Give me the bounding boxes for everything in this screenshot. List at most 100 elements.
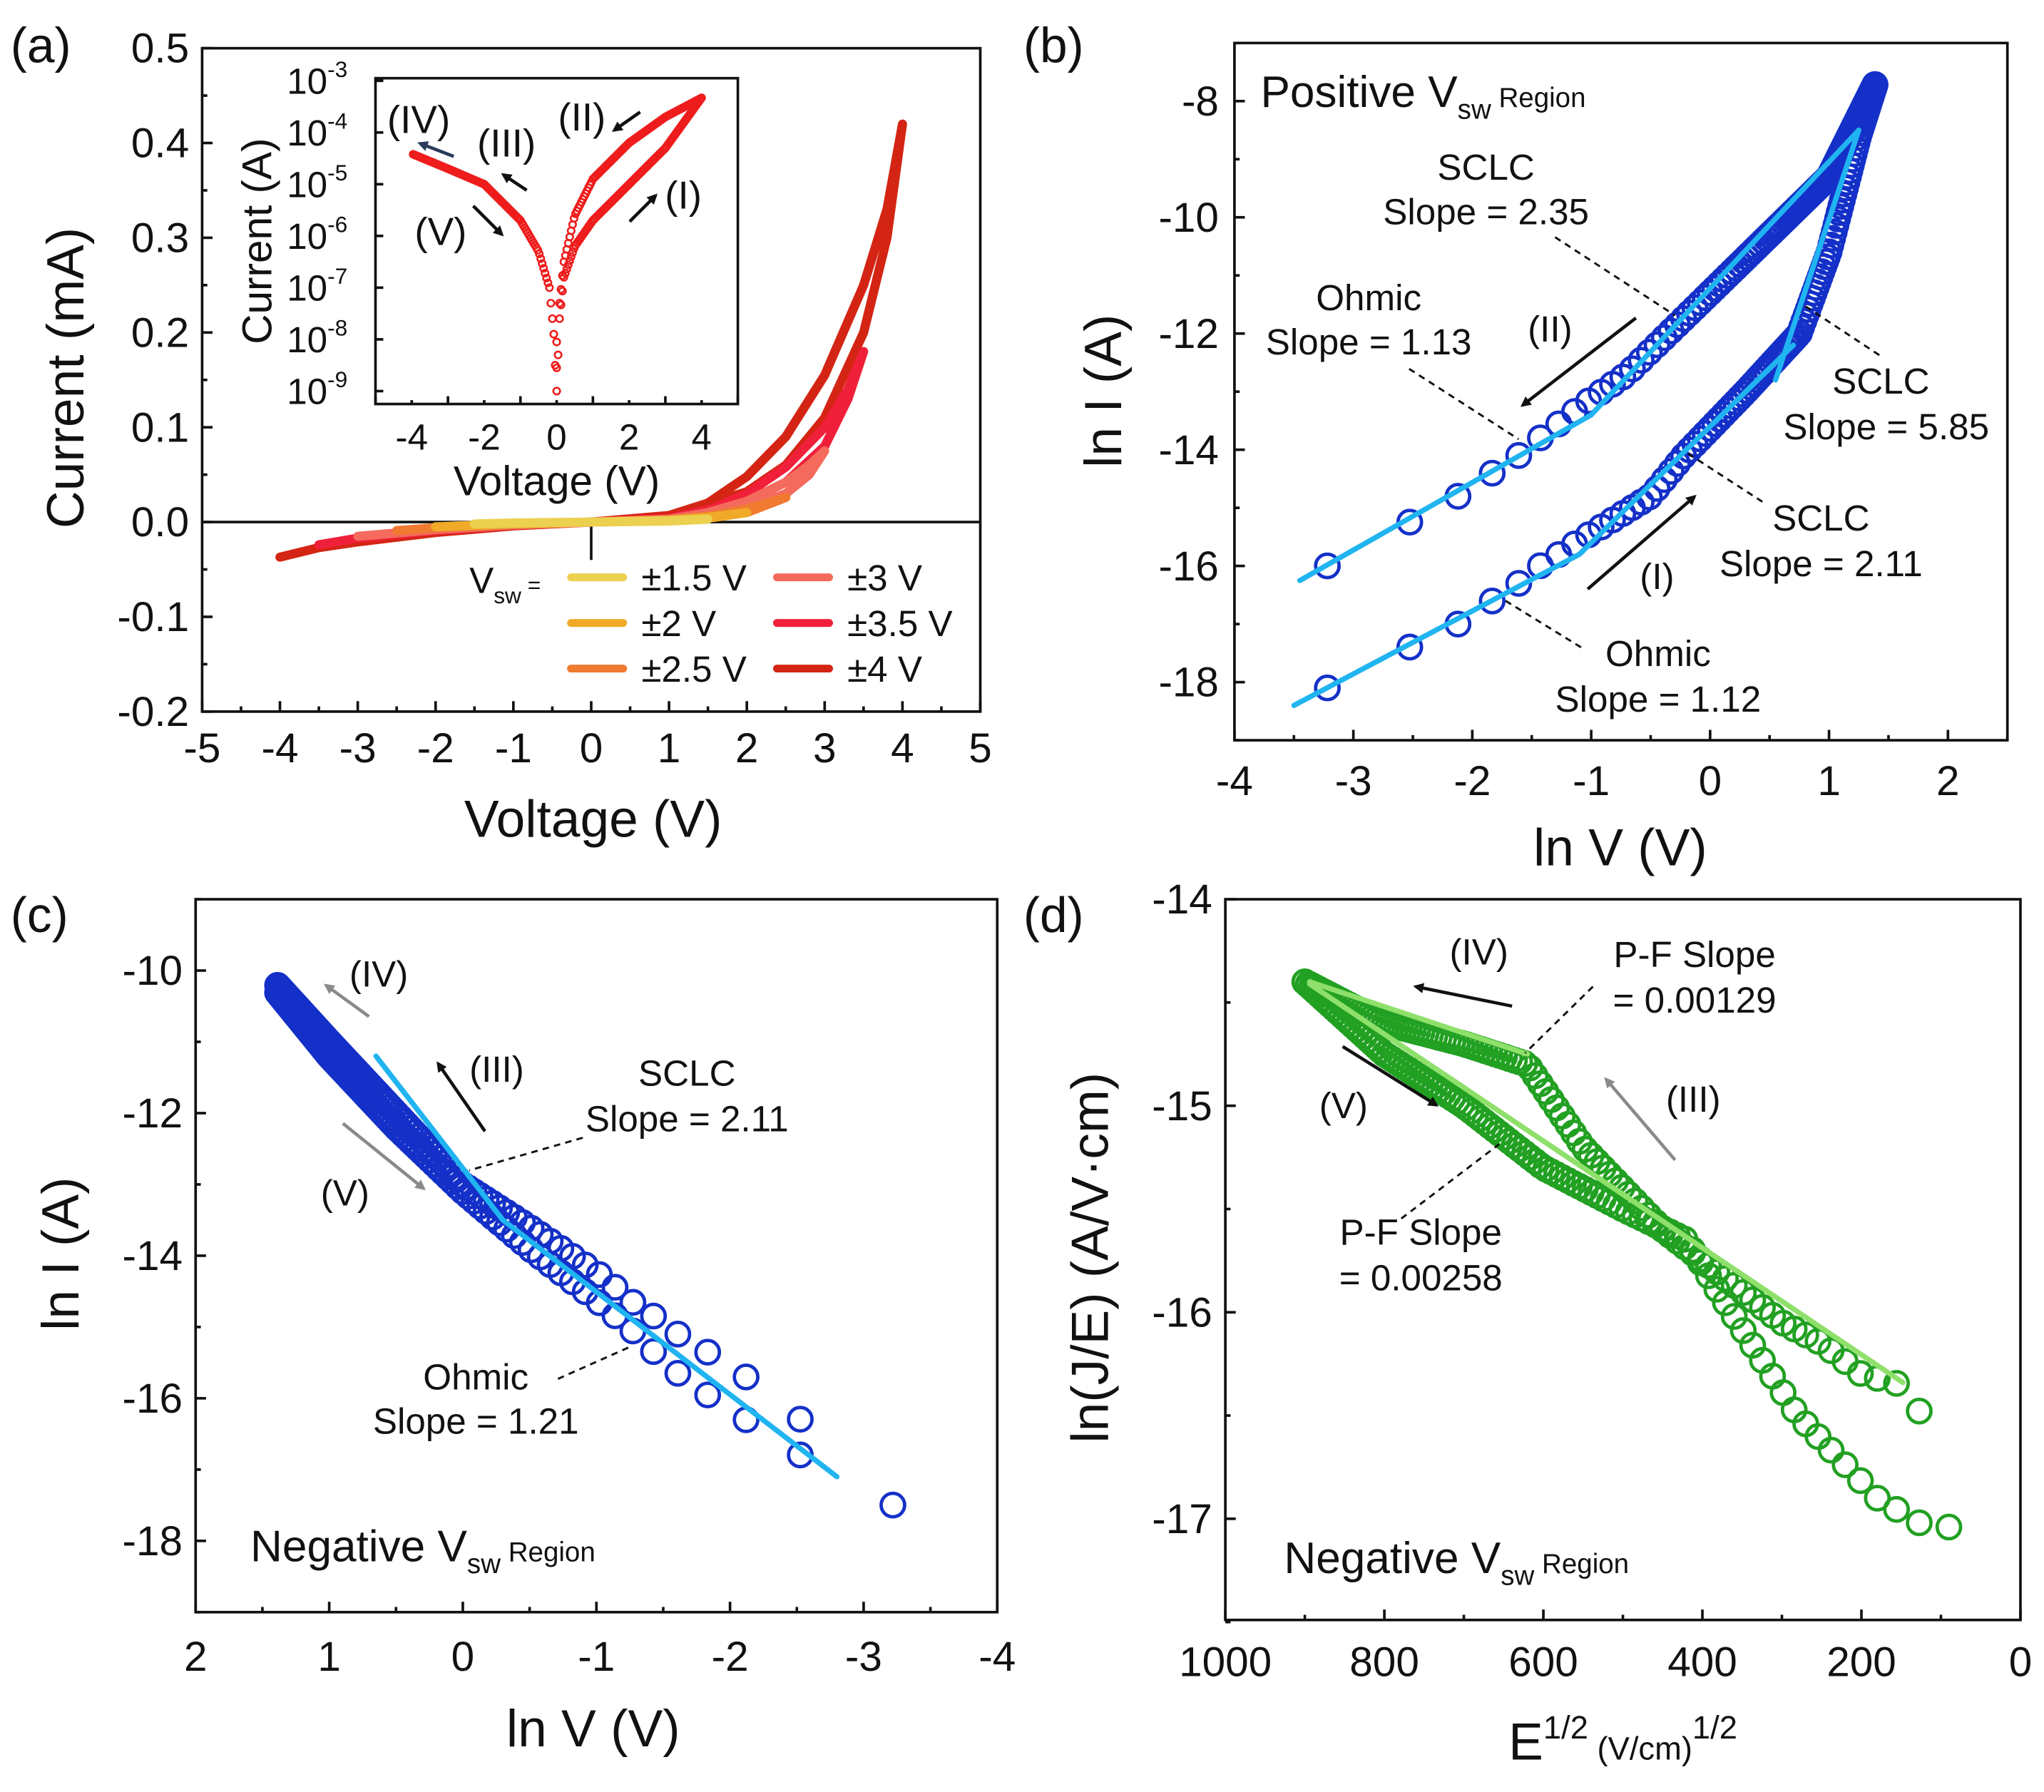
inset-data-point — [559, 272, 568, 282]
fit-line — [1297, 412, 1594, 583]
x-axis-label: ln V (V) — [1533, 819, 1707, 877]
fit-label: SCLC — [1832, 361, 1929, 401]
fit-line — [1291, 551, 1583, 708]
inset-data-point — [549, 329, 558, 339]
data-point — [1478, 588, 1506, 615]
leader-line — [1505, 600, 1585, 650]
data-point — [694, 1338, 722, 1366]
y-tick-label: -0.1 — [117, 594, 189, 640]
text-part: (V/cm) — [1588, 1730, 1692, 1766]
arrow-V — [342, 1122, 426, 1191]
annotation-I: (I) — [1640, 556, 1674, 597]
arrow-III — [501, 173, 528, 192]
text-part: 10 — [287, 372, 327, 412]
text-part: V — [469, 560, 494, 601]
arrow-IV — [1413, 983, 1513, 1008]
fit-line — [1307, 981, 1906, 1386]
text-part: Negative V — [250, 1522, 467, 1572]
fit-slope: Slope = 2.11 — [1719, 543, 1923, 584]
inset-data-point — [559, 257, 568, 267]
data-point — [1635, 339, 1663, 366]
x-tick-label: -2 — [417, 725, 454, 772]
inset-x-axis-label: Voltage (V) — [454, 459, 660, 505]
y-axis-label: ln(J/E) (A/V·cm) — [1062, 1072, 1120, 1443]
leader-line — [1400, 1143, 1500, 1220]
iv-curve-1.5V — [469, 514, 712, 529]
plot-frame — [194, 898, 999, 1614]
data-point — [1478, 459, 1506, 487]
fit-line — [373, 1053, 506, 1223]
arrow-IV — [417, 141, 454, 158]
inset-data-point — [538, 259, 547, 268]
y-tick-label: -18 — [122, 1518, 183, 1565]
x-tick-label: -4 — [1216, 758, 1253, 804]
annotation-III: (III) — [469, 1049, 524, 1090]
fit-line — [1588, 127, 1861, 418]
inset-data-point — [552, 386, 561, 396]
data-point — [1703, 1276, 1731, 1303]
text-part: 10 — [287, 61, 327, 102]
x-tick-label: -1 — [1573, 758, 1610, 804]
data-point — [1846, 1467, 1874, 1495]
region-title: Negative Vsw Region — [250, 1522, 596, 1579]
text-part: 1/2 — [1692, 1709, 1737, 1746]
x-tick-label: 800 — [1349, 1639, 1419, 1685]
x-tick-label: 1 — [1817, 758, 1841, 804]
data-point — [694, 1381, 722, 1409]
data-point — [1643, 331, 1671, 359]
text-part: -3 — [327, 56, 347, 82]
fit-slope: Slope = 1.13 — [1266, 322, 1472, 362]
panel-label: (b) — [1023, 18, 1084, 73]
inset-data-point — [562, 265, 571, 274]
data-point — [1712, 1289, 1739, 1316]
data-point — [1739, 1331, 1767, 1359]
inset-data-point — [541, 269, 550, 278]
text-part: -8 — [327, 314, 347, 340]
x-tick-label: -1 — [578, 1634, 615, 1680]
text-part: Negative V — [1284, 1534, 1501, 1583]
data-point — [1846, 1360, 1874, 1387]
x-axis-label: ln V (V) — [506, 1700, 680, 1758]
data-point — [664, 1320, 692, 1348]
fit-line — [1576, 342, 1797, 558]
inset-x-tick-label: -2 — [468, 417, 501, 458]
arrow-II — [611, 111, 641, 132]
x-tick-label: -1 — [495, 725, 532, 772]
fit-slope: Slope = 1.12 — [1555, 679, 1762, 720]
text-part: E — [1508, 1713, 1543, 1771]
text-part: Region — [1534, 1549, 1629, 1579]
y-tick-label: 0.2 — [131, 309, 189, 356]
inset-data-point — [558, 287, 567, 296]
x-tick-label: 200 — [1826, 1639, 1896, 1685]
data-point — [1505, 570, 1533, 597]
x-tick-label: -3 — [339, 725, 377, 772]
text-part: -9 — [327, 367, 347, 392]
text-part: 10 — [287, 319, 327, 360]
fit-label: SCLC — [1772, 498, 1869, 538]
x-tick-label: 0 — [580, 725, 603, 772]
y-tick-label: -0.2 — [117, 689, 189, 735]
fit-line — [1772, 127, 1861, 383]
region-title: Negative Vsw Region — [1284, 1534, 1629, 1591]
x-tick-label: 0 — [1699, 758, 1722, 804]
y-tick-label: -16 — [122, 1376, 183, 1422]
text-part: Region — [1491, 83, 1586, 113]
fit-slope: = 0.00129 — [1613, 980, 1777, 1020]
annotation-IV: (IV) — [349, 954, 408, 995]
data-point — [1618, 355, 1646, 383]
annotation-III: (III) — [1666, 1079, 1721, 1120]
y-tick-label: 0.3 — [131, 215, 189, 262]
text-part: sw — [494, 583, 521, 608]
y-tick-label: -12 — [122, 1090, 183, 1137]
legend-label: ±2.5 V — [641, 649, 747, 690]
x-tick-label: -3 — [1335, 758, 1372, 804]
x-tick-label: 0 — [451, 1634, 475, 1680]
inset-data-point — [556, 300, 566, 309]
y-tick-label: 0.1 — [131, 404, 189, 451]
inset-x-tick-label: 0 — [546, 417, 566, 458]
region-title: Positive Vsw Region — [1260, 68, 1585, 125]
data-point — [640, 1302, 668, 1330]
fit-label: Ohmic — [423, 1356, 528, 1397]
data-point — [1505, 441, 1533, 469]
data-point — [1831, 1451, 1859, 1478]
